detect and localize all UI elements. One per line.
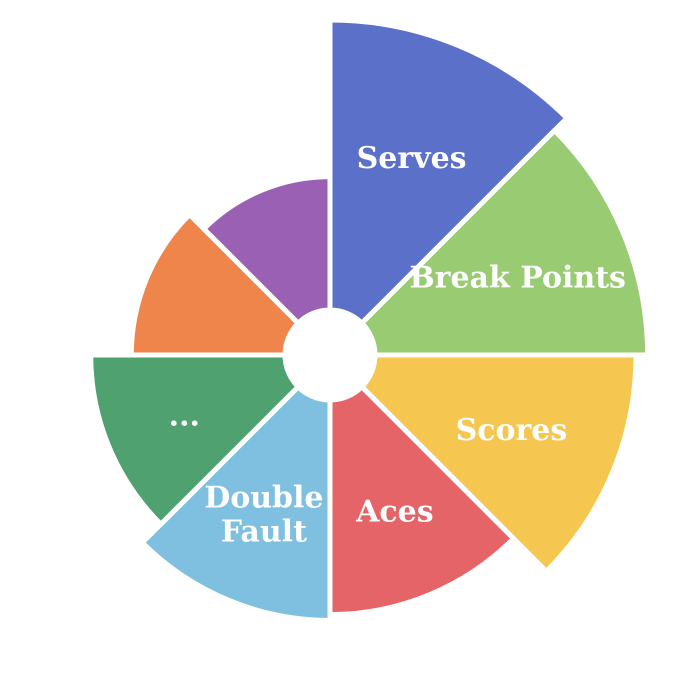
rose-slice [201,174,333,326]
slice-label: ... [169,398,200,433]
rose-slice [327,17,570,326]
rose-slice [359,127,651,358]
rose-slice [327,384,517,618]
slice-label: Serves [357,141,467,176]
rose-slice [128,211,301,358]
slice-label: Double Fault [204,481,323,550]
rose-slice [88,352,301,527]
slice-label: Break Points [409,260,626,295]
slice-label: Aces [355,495,434,530]
slice-label: Scores [456,413,568,448]
rose-slice [359,352,639,574]
rose-slice [139,384,333,623]
